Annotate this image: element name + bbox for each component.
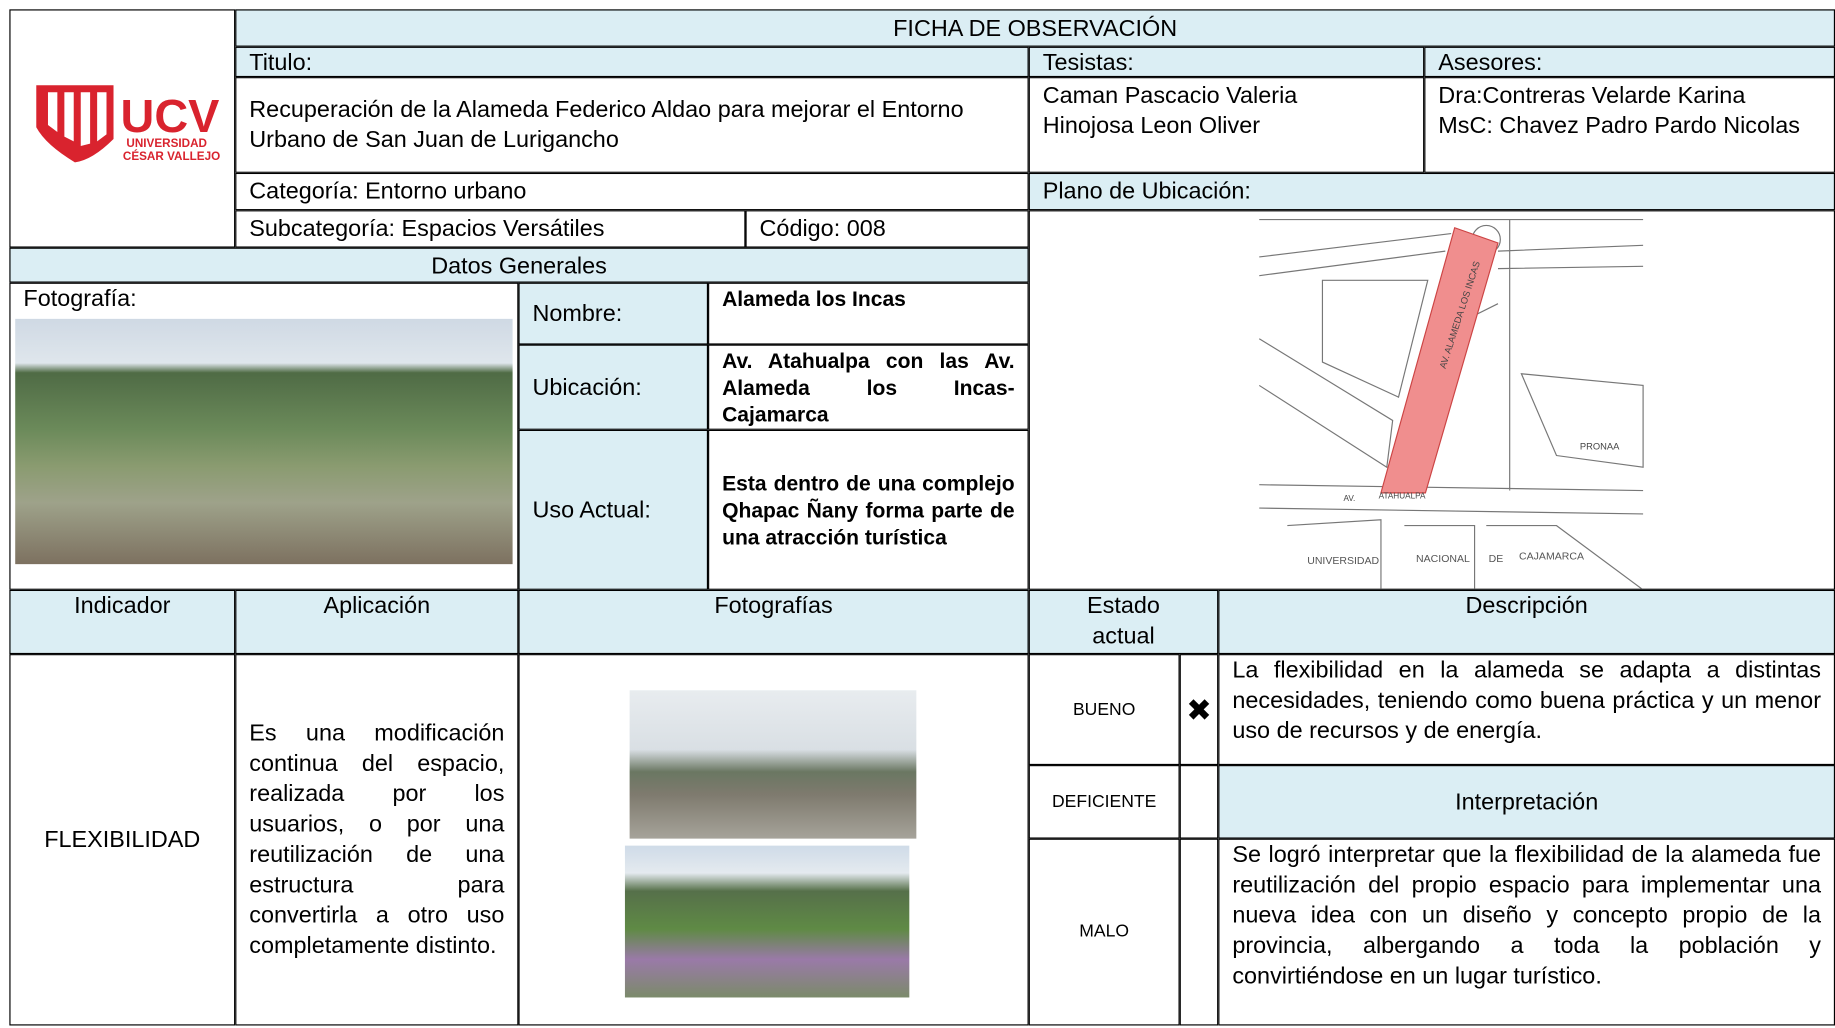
- map-label: UNIVERSIDAD: [1307, 555, 1379, 567]
- map-label: CAJAMARCA: [1519, 550, 1584, 562]
- logo: UCV UNIVERSIDAD CÉSAR VALLEJO: [36, 85, 220, 163]
- label: Uso Actual:: [518, 429, 709, 590]
- map-cell: AV. ALAMEDA LOS INCAS PRONAA AV. ATAHUAL…: [1028, 210, 1835, 590]
- value: Alameda los Incas: [708, 282, 1029, 345]
- application: Es una modificación continua del espacio…: [235, 654, 519, 1026]
- map-label: NACIONAL: [1416, 553, 1470, 565]
- photos-cell: [518, 654, 1029, 1026]
- map-label: DE: [1489, 553, 1504, 565]
- label: Tesistas:: [1028, 46, 1425, 78]
- state-mark: ✖: [1179, 654, 1219, 766]
- asesor: Dra:Contreras Velarde Karina: [1438, 82, 1746, 109]
- label: Plano de Ubicación:: [1028, 172, 1835, 211]
- thesis-title: Recuperación de la Alameda Federico Alda…: [249, 96, 964, 154]
- state-mark: [1179, 765, 1219, 839]
- label: Ubicación:: [518, 344, 709, 430]
- state: MALO: [1028, 838, 1180, 1026]
- location-map: AV. ALAMEDA LOS INCAS PRONAA AV. ATAHUAL…: [1258, 218, 1644, 589]
- tesista: Caman Pascacio Valeria: [1042, 82, 1298, 109]
- label: Nombre:: [518, 282, 709, 345]
- logo-cell: UCV UNIVERSIDAD CÉSAR VALLEJO: [9, 9, 236, 248]
- column-header: Aplicación: [235, 589, 519, 655]
- indicator: FLEXIBILIDAD: [9, 654, 236, 1026]
- label: Asesores:: [1424, 46, 1835, 78]
- value: Esta dentro de una complejo Qhapac Ñany …: [708, 429, 1029, 590]
- state-mark: [1179, 838, 1219, 1026]
- title-cell: Recuperación de la Alameda Federico Alda…: [235, 77, 1029, 173]
- column-header: Fotografías: [518, 589, 1029, 655]
- interpretation-label: Interpretación: [1218, 765, 1835, 839]
- value: Av. Atahualpa con las Av. Alameda los In…: [708, 344, 1029, 430]
- code: Código: 008: [745, 210, 1029, 248]
- map-label: ATAHUALPA: [1379, 492, 1426, 501]
- map-label: AV.: [1344, 494, 1356, 503]
- logo-line: CÉSAR VALLEJO: [123, 150, 220, 163]
- map-label: PRONAA: [1580, 442, 1620, 452]
- asesores-cell: Dra:Contreras Velarde Karina MsC: Chavez…: [1424, 77, 1835, 173]
- value-text: Esta dentro de una complejo Qhapac Ñany …: [722, 471, 1015, 549]
- subcategory: Subcategoría: Espacios Versátiles: [235, 210, 746, 248]
- sheet-title: FICHA DE OBSERVACIÓN: [235, 9, 1835, 47]
- label: Fotografía:: [23, 286, 137, 312]
- photo: [629, 690, 917, 839]
- column-header: Indicador: [9, 589, 236, 655]
- logo-name: UCV: [121, 90, 220, 142]
- tesista: Hinojosa Leon Oliver: [1042, 113, 1261, 139]
- label: Titulo:: [235, 46, 1029, 78]
- state: BUENO: [1028, 654, 1180, 766]
- interpretation: Se logró interpretar que la flexibilidad…: [1218, 838, 1835, 1026]
- tesistas-cell: Caman Pascacio Valeria Hinojosa Leon Oli…: [1028, 77, 1425, 173]
- photo-cell: Fotografía:: [9, 282, 519, 590]
- description: La flexibilidad en la alameda se adapta …: [1218, 654, 1835, 766]
- column-header: Descripción: [1218, 589, 1835, 655]
- photo: [624, 845, 910, 998]
- application-text: Es una modificación continua del espacio…: [249, 720, 505, 959]
- state: DEFICIENTE: [1028, 765, 1180, 839]
- section-title: Datos Generales: [9, 247, 1029, 283]
- column-header: Estado actual: [1028, 589, 1219, 655]
- logo-line: UNIVERSIDAD: [126, 137, 207, 150]
- photo: [15, 318, 513, 565]
- asesor: MsC: Chavez Padro Pardo Nicolas: [1438, 113, 1800, 139]
- category: Categoría: Entorno urbano: [235, 172, 1029, 211]
